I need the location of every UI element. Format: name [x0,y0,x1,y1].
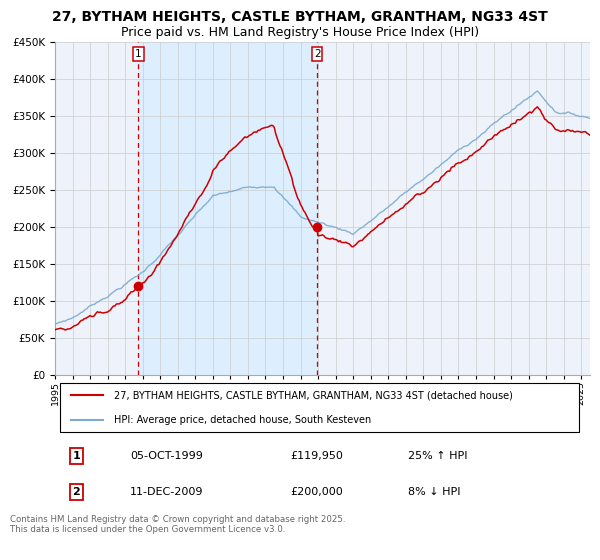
Text: 8% ↓ HPI: 8% ↓ HPI [408,487,461,497]
Text: 1: 1 [135,49,142,59]
Text: 2: 2 [314,49,320,59]
Text: 1: 1 [73,451,80,461]
FancyBboxPatch shape [61,382,580,432]
Bar [139,42,317,375]
Text: 25% ↑ HPI: 25% ↑ HPI [408,451,467,461]
Text: Contains HM Land Registry data © Crown copyright and database right 2025.
This d: Contains HM Land Registry data © Crown c… [10,515,346,534]
Text: £119,950: £119,950 [290,451,343,461]
Text: HPI: Average price, detached house, South Kesteven: HPI: Average price, detached house, Sout… [114,414,371,424]
Text: 11-DEC-2009: 11-DEC-2009 [130,487,203,497]
Text: 2: 2 [73,487,80,497]
Text: £200,000: £200,000 [290,487,343,497]
Text: 05-OCT-1999: 05-OCT-1999 [130,451,203,461]
Text: 27, BYTHAM HEIGHTS, CASTLE BYTHAM, GRANTHAM, NG33 4ST (detached house): 27, BYTHAM HEIGHTS, CASTLE BYTHAM, GRANT… [114,390,513,400]
Text: Price paid vs. HM Land Registry's House Price Index (HPI): Price paid vs. HM Land Registry's House … [121,26,479,39]
Text: 27, BYTHAM HEIGHTS, CASTLE BYTHAM, GRANTHAM, NG33 4ST: 27, BYTHAM HEIGHTS, CASTLE BYTHAM, GRANT… [52,10,548,24]
